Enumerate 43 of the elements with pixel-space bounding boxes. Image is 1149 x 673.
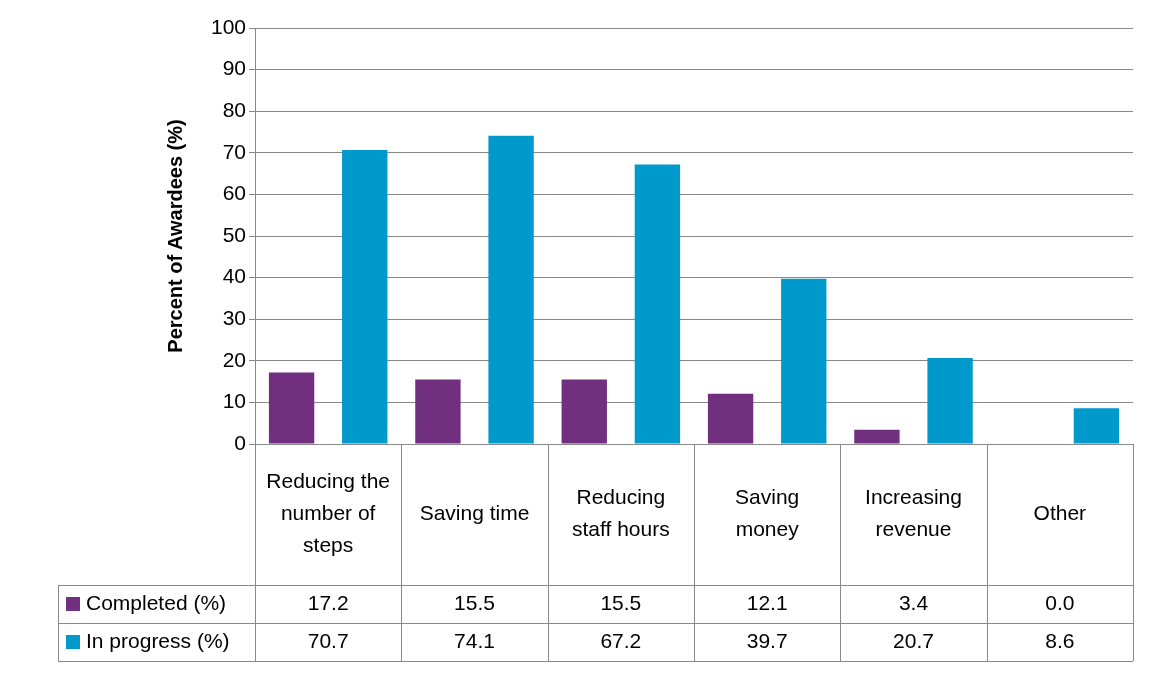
y-tick-label: 70 (222, 139, 246, 163)
y-tick-label: 20 (222, 347, 246, 371)
y-tick-label: 40 (222, 264, 246, 288)
legend-label: Completed (%) (86, 590, 227, 614)
y-tick-label: 90 (222, 56, 246, 80)
bar (707, 393, 754, 444)
data-label: 8.6 (1045, 628, 1075, 652)
bar (854, 429, 900, 444)
y-tick-label: 80 (222, 98, 246, 121)
bar (634, 164, 681, 444)
data-label: 3.4 (898, 590, 929, 614)
y-tick-label: 50 (222, 222, 246, 246)
data-label: 17.2 (307, 590, 349, 614)
data-label: 70.7 (307, 628, 349, 652)
x-tick-label: Saving time (419, 501, 530, 525)
x-tick-label: Other (1033, 501, 1087, 525)
bar (342, 149, 388, 444)
y-tick-label: 60 (222, 181, 246, 205)
x-tick-label: Reducing the number of steps (266, 469, 391, 557)
bar (561, 379, 607, 444)
bar (268, 372, 315, 444)
bar (927, 357, 973, 444)
data-label: 12.1 (746, 590, 788, 614)
data-label: 15.5 (600, 590, 642, 614)
data-label: 67.2 (600, 628, 642, 652)
bar (1073, 408, 1120, 444)
y-tick-label: 0 (234, 430, 246, 454)
data-label: 15.5 (454, 590, 495, 614)
data-label: 74.1 (454, 628, 495, 652)
bar (781, 278, 827, 444)
data-label: 39.7 (746, 628, 788, 652)
x-tick-label: Reducing staff hours (572, 485, 670, 541)
y-tick-label: 100 (210, 14, 246, 38)
legend-label: In progress (%) (86, 628, 230, 652)
bar (488, 135, 534, 444)
y-tick-label: 30 (222, 306, 246, 329)
y-tick-label: 10 (222, 389, 246, 413)
bar (415, 379, 461, 444)
data-label: 0.0 (1045, 590, 1075, 614)
x-tick-label: Saving money (735, 485, 800, 541)
y-axis-title: Percent of Awardees (%) (163, 119, 186, 353)
data-label: 20.7 (893, 628, 934, 652)
x-tick-label: Increasing revenue (865, 485, 962, 541)
